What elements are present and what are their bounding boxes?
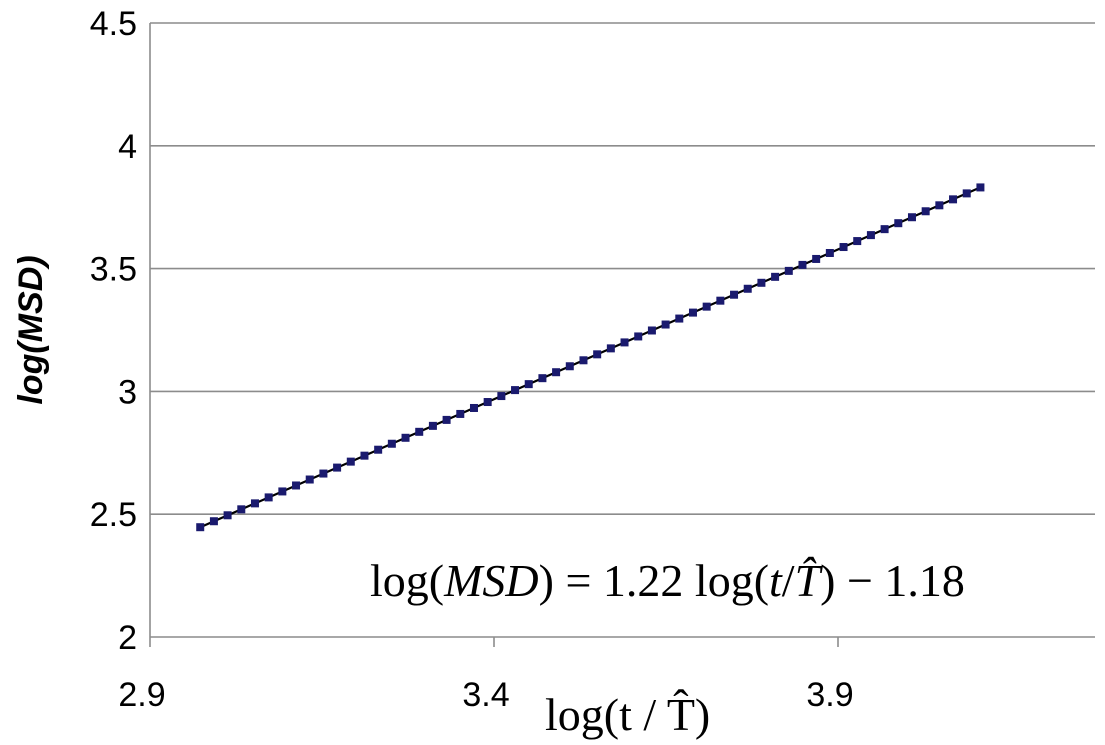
x-axis-title: log(t / T̂) bbox=[545, 688, 710, 740]
data-point-28 bbox=[579, 356, 588, 365]
data-point-7 bbox=[292, 481, 301, 490]
x-tick-marks bbox=[149, 637, 839, 647]
data-point-29 bbox=[593, 350, 602, 359]
data-point-14 bbox=[387, 439, 396, 448]
data-point-27 bbox=[565, 362, 574, 371]
data-point-19 bbox=[456, 409, 465, 418]
data-point-23 bbox=[511, 386, 520, 395]
data-point-55 bbox=[949, 195, 958, 204]
y-axis-title: log(MSD) bbox=[12, 255, 50, 404]
data-point-20 bbox=[469, 403, 478, 412]
data-point-9 bbox=[319, 469, 328, 478]
fit-equation: log(MSD) = 1.22 log(t/T̂) − 1.18 bbox=[370, 555, 965, 606]
y-tick-label-5: 4.5 bbox=[90, 5, 137, 43]
data-point-31 bbox=[620, 338, 629, 347]
data-point-45 bbox=[812, 254, 821, 263]
data-point-42 bbox=[771, 272, 780, 281]
y-tick-label-0: 2 bbox=[118, 619, 137, 657]
data-point-53 bbox=[921, 207, 930, 216]
data-point-34 bbox=[661, 320, 670, 329]
data-point-47 bbox=[839, 243, 848, 252]
x-tick-label-1: 3.4 bbox=[462, 676, 509, 714]
data-point-52 bbox=[907, 213, 916, 222]
eq-rhs-end: ) − 1.18 bbox=[820, 555, 965, 606]
data-point-39 bbox=[730, 290, 739, 299]
data-point-2 bbox=[223, 511, 232, 520]
y-tick-label-2: 3 bbox=[118, 373, 137, 411]
eq-rhs-slash: / bbox=[782, 555, 795, 606]
data-point-44 bbox=[798, 260, 807, 269]
gridlines bbox=[150, 22, 1095, 516]
data-point-30 bbox=[606, 344, 615, 353]
data-points bbox=[196, 183, 985, 532]
fit-line bbox=[199, 186, 981, 529]
x-tick-label-2: 3.9 bbox=[806, 676, 853, 714]
x-tick-label-0: 2.9 bbox=[118, 676, 165, 714]
data-point-6 bbox=[278, 487, 287, 496]
eq-rhs-t: t bbox=[769, 555, 783, 606]
data-point-36 bbox=[688, 308, 697, 317]
data-point-48 bbox=[853, 237, 862, 246]
data-point-11 bbox=[346, 457, 355, 466]
data-point-43 bbox=[784, 266, 793, 275]
data-point-37 bbox=[702, 302, 711, 311]
data-point-0 bbox=[196, 523, 205, 532]
y-tick-label-1: 2.5 bbox=[90, 496, 137, 534]
data-point-13 bbox=[374, 445, 383, 454]
eq-rhs-start: ) = 1.22 log( bbox=[539, 555, 769, 606]
eq-lhs-fn: log( bbox=[370, 555, 444, 606]
data-point-10 bbox=[333, 463, 342, 472]
data-point-12 bbox=[360, 451, 369, 460]
data-point-21 bbox=[483, 398, 492, 407]
data-point-51 bbox=[894, 219, 903, 228]
data-point-38 bbox=[716, 296, 725, 305]
y-tick-labels: 2 2.5 3 3.5 4 4.5 bbox=[90, 5, 137, 657]
x-tick-labels: 2.9 3.4 3.9 bbox=[118, 676, 853, 714]
data-point-1 bbox=[209, 517, 218, 526]
data-point-3 bbox=[237, 505, 246, 514]
data-point-25 bbox=[538, 374, 547, 383]
y-tick-label-3: 3.5 bbox=[90, 251, 137, 289]
data-point-41 bbox=[757, 278, 766, 287]
data-point-35 bbox=[675, 314, 684, 323]
data-point-33 bbox=[647, 326, 656, 335]
data-point-46 bbox=[825, 248, 834, 257]
data-point-24 bbox=[524, 380, 533, 389]
eq-lhs-var: MSD bbox=[443, 555, 539, 606]
data-point-18 bbox=[442, 415, 451, 424]
data-point-22 bbox=[497, 392, 506, 401]
y-tick-label-4: 4 bbox=[118, 128, 137, 166]
data-point-15 bbox=[401, 433, 410, 442]
data-point-54 bbox=[935, 201, 944, 210]
data-point-56 bbox=[962, 189, 971, 198]
data-point-4 bbox=[250, 499, 259, 508]
data-point-26 bbox=[552, 368, 561, 377]
data-point-17 bbox=[428, 421, 437, 430]
data-point-8 bbox=[305, 475, 314, 484]
data-point-5 bbox=[264, 493, 273, 502]
data-point-49 bbox=[866, 231, 875, 240]
data-point-57 bbox=[976, 183, 985, 192]
data-point-16 bbox=[415, 427, 424, 436]
eq-rhs-T: T̂ bbox=[795, 555, 824, 606]
data-point-32 bbox=[634, 332, 643, 341]
data-point-40 bbox=[743, 284, 752, 293]
data-point-50 bbox=[880, 225, 889, 234]
